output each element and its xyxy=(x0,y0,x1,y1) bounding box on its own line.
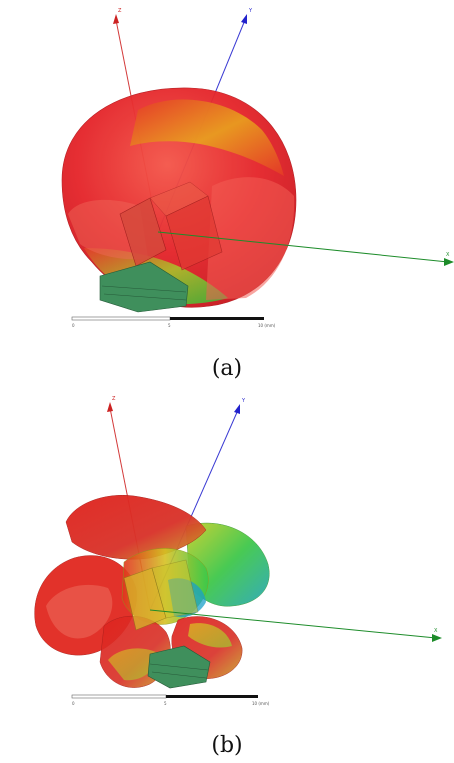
y-axis-label: Y xyxy=(241,398,246,404)
y-axis-arrow-icon xyxy=(241,14,247,24)
x-axis-arrow-icon xyxy=(444,258,454,266)
caption-b: (b) xyxy=(211,733,243,758)
y-axis-arrow-icon xyxy=(234,404,240,414)
scale-bar: 0 5 10 (mm) xyxy=(71,694,270,706)
inner-lobe-right xyxy=(206,177,295,300)
antenna-block-front xyxy=(119,197,167,267)
z-axis-arrow-icon xyxy=(113,14,119,24)
substrate-line xyxy=(151,671,207,679)
substrate-line xyxy=(103,293,187,301)
substrate-line xyxy=(149,663,209,671)
caption-a: (a) xyxy=(211,356,243,381)
x-axis xyxy=(157,231,449,263)
substrate-base xyxy=(99,261,189,313)
lobe-top xyxy=(65,495,207,560)
x-axis-label: X xyxy=(434,628,438,634)
lobe-lower-left-band xyxy=(108,648,160,681)
x-axis xyxy=(149,609,437,639)
lobe-left-highlight xyxy=(46,584,113,639)
scale-bar-label-mid: 5 xyxy=(168,323,171,328)
scale-bar-label-end: 10 (mm) xyxy=(252,701,270,706)
x-axis-label: X xyxy=(446,252,450,258)
radiation-pattern-3d-b: Z Y X 0 5 xyxy=(34,396,442,706)
substrate-line xyxy=(101,285,187,293)
radiation-pattern-panel-b: Z Y X 0 5 xyxy=(0,392,454,722)
scale-bar-label-start: 0 xyxy=(72,701,75,706)
scale-bar-label-mid: 5 xyxy=(164,701,167,706)
scale-bar-label-end: 10 (mm) xyxy=(258,323,276,328)
upper-lobe-band xyxy=(130,99,284,176)
scale-bar: 0 5 10 (mm) xyxy=(71,316,276,328)
z-axis-arrow-icon xyxy=(107,402,113,412)
antenna-block-top xyxy=(149,181,209,217)
antenna-block-side xyxy=(151,559,199,619)
y-axis-label: Y xyxy=(248,8,253,14)
radiation-pattern-3d-a: Z Y X 0 5 10 (mm) xyxy=(61,8,454,328)
z-axis-label: Z xyxy=(112,396,116,402)
radiation-pattern-panel-a: Z Y X 0 5 10 (mm) xyxy=(0,0,454,340)
x-axis-arrow-icon xyxy=(432,634,442,642)
scale-bar-label-start: 0 xyxy=(72,323,75,328)
lobe-lower-right-band xyxy=(188,623,232,648)
z-axis-label: Z xyxy=(118,8,122,14)
